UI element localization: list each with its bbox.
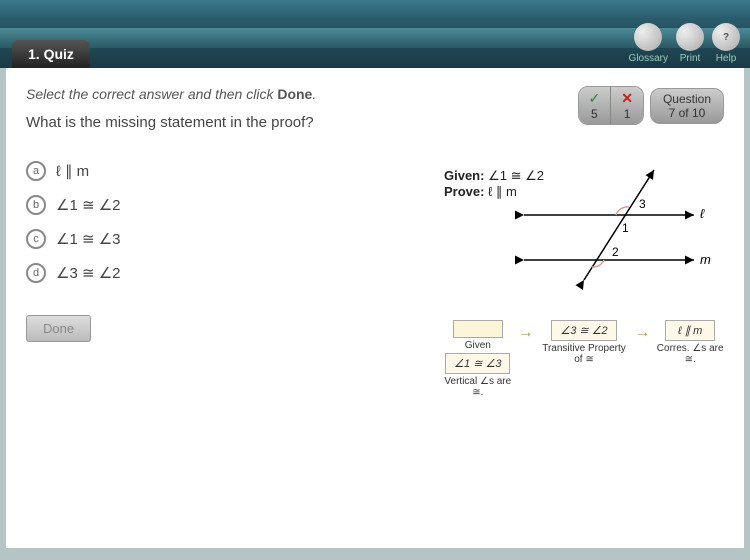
quiz-content: Select the correct answer and then click… bbox=[6, 68, 744, 548]
line-m-label: m bbox=[700, 252, 711, 267]
option-text: ∠1 ≅ ∠3 bbox=[56, 230, 120, 248]
arrow-icon: → bbox=[634, 324, 650, 342]
print-label: Print bbox=[680, 53, 701, 64]
angle-3-label: 3 bbox=[639, 197, 646, 211]
diagram-svg: 3 1 2 ℓ m bbox=[514, 160, 714, 290]
help-button[interactable]: ? Help bbox=[712, 23, 740, 64]
question-label: Question bbox=[663, 92, 711, 106]
header-toolbar: Glossary Print ? Help bbox=[629, 23, 740, 64]
problem-panel: Given: ∠1 ≅ ∠2 Prove: ℓ ∥ m 3 bbox=[444, 168, 724, 398]
proof-step-3: ∠3 ≅ ∠2 Transitive Property of ≅ bbox=[540, 320, 629, 365]
proof-box: ℓ ∥ m bbox=[665, 320, 715, 341]
proof-step-4: ℓ ∥ m Corres. ∠s are ≅. bbox=[656, 320, 724, 365]
instruction-prefix: Select the correct answer and then click bbox=[26, 86, 277, 102]
glossary-label: Glossary bbox=[629, 53, 668, 64]
proof-flow: Given ∠1 ≅ ∠3 Vertical ∠s are ≅. → ∠3 ≅ … bbox=[444, 320, 724, 398]
arrow-icon: → bbox=[518, 324, 534, 342]
app-header: 1. Quiz Glossary Print ? Help bbox=[0, 0, 750, 68]
prove-value: ℓ ∥ m bbox=[488, 184, 517, 199]
instruction-bold: Done bbox=[277, 86, 312, 102]
check-icon: ✓ bbox=[589, 90, 601, 107]
option-letter: c bbox=[26, 229, 46, 249]
proof-box: ∠3 ≅ ∠2 bbox=[551, 320, 616, 341]
question-text: What is the missing statement in the pro… bbox=[26, 114, 316, 131]
proof-reason: Corres. ∠s are ≅. bbox=[656, 343, 724, 365]
option-letter: a bbox=[26, 161, 46, 181]
page-title: 1. Quiz bbox=[12, 40, 90, 68]
help-label: Help bbox=[716, 53, 737, 64]
print-button[interactable]: Print bbox=[676, 23, 704, 64]
print-icon bbox=[676, 23, 704, 51]
given-label: Given: bbox=[444, 168, 484, 183]
proof-reason: Transitive Property of ≅ bbox=[540, 343, 629, 365]
done-button[interactable]: Done bbox=[26, 315, 91, 342]
wrong-count: 1 bbox=[624, 107, 631, 121]
proof-reason: Given bbox=[465, 340, 491, 351]
line-l-label: ℓ bbox=[700, 206, 705, 221]
proof-reason: Vertical ∠s are ≅. bbox=[444, 376, 512, 398]
glossary-button[interactable]: Glossary bbox=[629, 23, 668, 64]
proof-box-missing[interactable] bbox=[453, 320, 503, 338]
angle-1-label: 1 bbox=[622, 221, 629, 235]
prove-label: Prove: bbox=[444, 184, 484, 199]
x-icon: ✕ bbox=[621, 90, 633, 107]
score-panel: ✓ 5 ✕ 1 Question 7 of 10 bbox=[578, 86, 725, 125]
option-text: ∠3 ≅ ∠2 bbox=[56, 264, 120, 282]
glossary-icon bbox=[634, 23, 662, 51]
option-text: ℓ ∥ m bbox=[56, 162, 89, 180]
option-letter: d bbox=[26, 263, 46, 283]
correct-count: 5 bbox=[591, 107, 598, 121]
progress-text: 7 of 10 bbox=[669, 106, 706, 120]
geometry-diagram: 3 1 2 ℓ m bbox=[514, 160, 714, 290]
proof-step-1: Given ∠1 ≅ ∠3 Vertical ∠s are ≅. bbox=[444, 320, 512, 398]
instruction-text: Select the correct answer and then click… bbox=[26, 86, 316, 102]
option-text: ∠1 ≅ ∠2 bbox=[56, 196, 120, 214]
instruction-suffix: . bbox=[312, 86, 316, 102]
progress-pill: Question 7 of 10 bbox=[650, 88, 724, 124]
help-icon: ? bbox=[712, 23, 740, 51]
option-letter: b bbox=[26, 195, 46, 215]
angle-2-label: 2 bbox=[612, 245, 619, 259]
score-pill: ✓ 5 ✕ 1 bbox=[578, 86, 644, 125]
proof-box: ∠1 ≅ ∠3 bbox=[445, 353, 510, 374]
